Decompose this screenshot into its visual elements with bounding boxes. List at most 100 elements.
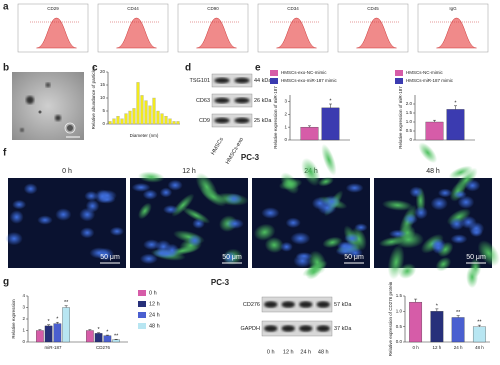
legend-swatch [138,290,146,296]
nucleus [139,253,158,265]
bar [160,113,164,125]
x-tick-label: miR-187 [44,345,62,350]
nucleus [5,231,23,246]
nucleus [109,226,125,236]
band-size: 44 kDa [254,78,272,84]
nucleus [163,204,179,215]
scale-label: 50 μm [466,254,486,261]
nucleus [23,183,38,195]
blot-band [281,325,295,332]
blot-band [281,301,295,308]
panel-title: PC-3 [241,153,260,162]
nucleus [192,218,205,229]
nucleus [414,206,428,220]
nucleus [89,247,109,259]
flow-plot-title: IgG [449,6,457,11]
em-image [12,72,84,140]
green-signal [137,171,165,183]
blot-band [316,325,330,332]
bar [172,121,176,125]
nucleus [449,217,465,231]
flow-plot-title: CD29 [47,6,59,11]
y-axis-label: Relative expression of miR-187 [273,86,278,149]
y-tick-label: 5 [102,108,105,113]
flow-plot-title: CD34 [287,6,299,11]
green-signal [398,263,417,279]
blot-band [264,325,278,332]
scale-label: 50 μm [344,254,364,261]
y-tick-label: 4 [22,293,25,298]
green-signal [138,202,152,220]
legend-swatch [270,78,278,84]
panel-label: e [255,63,261,74]
nucleus [464,179,481,192]
y-axis-label: Relative expression of miR-187 [398,86,403,149]
legend-label: 24 h [149,312,160,318]
bar [62,307,70,343]
bar [140,95,144,125]
time-label: 48 h [426,168,440,175]
green-signal [317,176,334,187]
panel-label: c [92,63,98,74]
nucleus [293,254,312,268]
bar [472,326,486,343]
band-name: CD63 [196,98,210,104]
y-tick-label: 1.0 [406,119,413,124]
band-name: GAPDH [240,326,260,332]
significance: * [98,327,101,333]
flow-histogram [116,17,157,49]
nucleus [12,199,27,210]
y-tick-label: 20 [100,69,106,74]
y-tick-label: 10 [100,95,106,100]
blot-band [316,301,330,308]
lane-label: HMSCs [210,137,225,157]
nucleus [37,215,53,225]
significance: ** [114,334,119,340]
green-signal [280,172,300,195]
nucleus [9,210,24,224]
band-size: 26 kDa [254,98,272,104]
green-signal [264,236,284,254]
y-axis-label: Relative expression [11,299,16,339]
bar [144,100,148,125]
nucleus [55,208,72,221]
bar [86,330,94,343]
bar [108,121,112,125]
green-signal [448,165,473,179]
flow-plot-title: CD45 [367,6,379,11]
legend-label: 12 h [149,301,160,307]
significance: * [329,98,332,104]
band-size: 37 kDa [334,326,352,332]
legend-label: 0 h [149,290,157,296]
band-name: CD276 [243,302,260,308]
blot-band [214,117,230,124]
nucleus [261,207,280,219]
time-label: 0 h [62,168,72,175]
green-signal [454,167,478,193]
y-tick-label: 0.0 [396,339,403,344]
y-tick-label: 15 [100,82,106,87]
bar [112,118,116,125]
nucleus [403,213,418,225]
bar [128,110,132,125]
legend-label: HMSCs-exo-miR-187 mimic [281,78,338,83]
panel-label: d [185,63,191,74]
nucleus [84,190,99,202]
green-signal [381,199,414,211]
blot-strip [261,320,333,337]
blot-band [299,325,313,332]
fluorescence-image: 50 μm [5,178,126,268]
lane-label: 24 h [300,349,311,355]
blot-strip [261,296,333,313]
nucleus [155,239,172,254]
significance: * [56,317,59,323]
nucleus [450,234,468,244]
green-signal [418,142,438,164]
blot-band [264,301,278,308]
bar [112,339,120,343]
panel-title: PC-3 [211,278,230,287]
blot-strip [211,113,253,128]
nucleus [437,188,453,198]
band-name: TSG101 [190,78,210,84]
bar [300,126,319,141]
